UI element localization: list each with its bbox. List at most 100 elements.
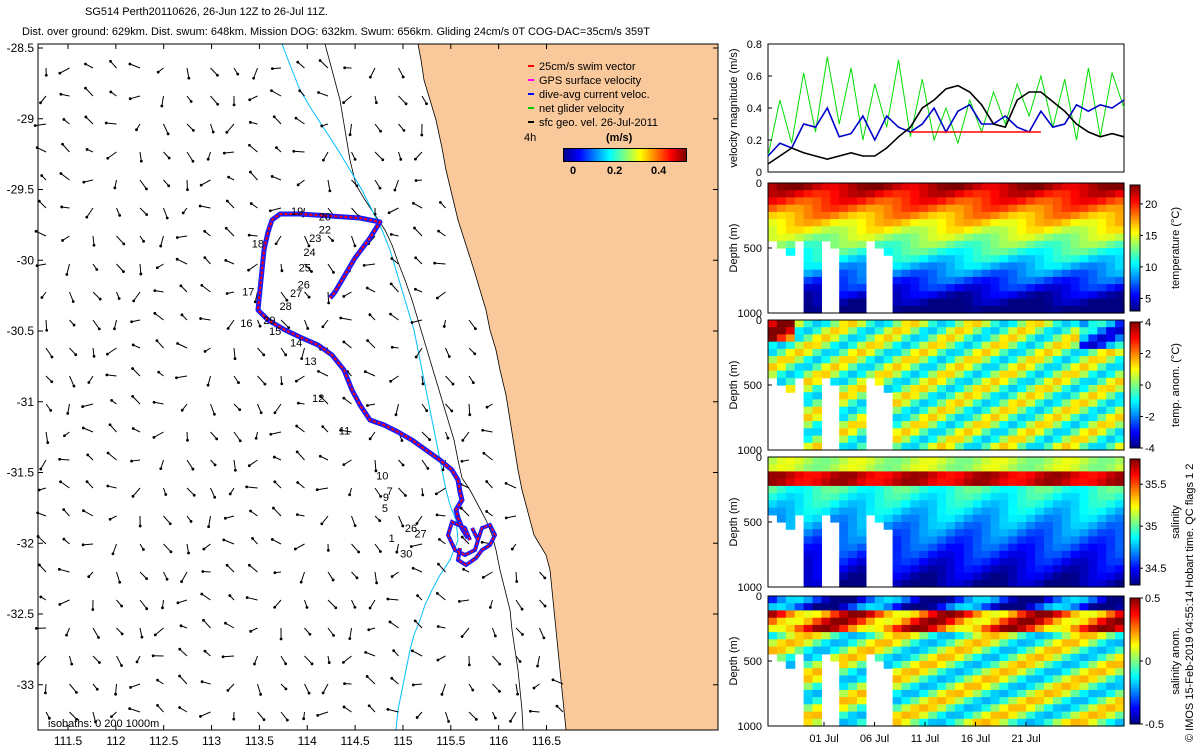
colorbar-tick-label: -2 [1145,412,1155,424]
heatmap-cell [910,565,920,574]
heatmap-cell [972,356,983,364]
current-arrow-head [145,213,149,217]
current-arrow-head [178,647,182,651]
heatmap-cell [883,240,894,249]
current-arrow-head [389,282,393,286]
heatmap-cell [1061,682,1072,691]
heatmap-cell [812,704,822,713]
current-arrow-head [263,382,267,386]
heatmap-cell [1043,558,1054,566]
current-arrow-head [543,576,547,580]
current-arrow-head [128,97,132,101]
heatmap-cell [1026,668,1036,676]
heatmap-cell [839,226,849,235]
heatmap-cell [1061,190,1072,198]
heatmap-cell [1079,320,1089,328]
heatmap-cell [865,320,876,328]
heatmap-cell [857,269,867,278]
heatmap-cell [901,428,911,437]
heatmap-cell [839,661,849,669]
heatmap-cell [946,529,956,537]
current-arrow-head [442,325,446,328]
heatmap-cell [830,363,840,372]
current-arrow-head [140,635,144,639]
heatmap-cell [1097,558,1107,566]
heatmap-cell [1052,406,1063,415]
heatmap-cell [928,406,938,415]
current-arrow-head [409,545,413,548]
heatmap-cell [954,291,965,300]
heatmap-cell [883,233,894,242]
heatmap-cell [919,377,929,386]
heatmap-cell [954,624,965,633]
current-arrow [460,483,470,489]
heatmap-cell [1097,197,1107,206]
heatmap-cell [812,385,822,393]
heatmap-cell [874,226,885,235]
heatmap-cell [919,248,929,256]
heatmap-cell [839,471,849,480]
heatmap-cell [1070,341,1081,350]
heatmap-cell [1035,632,1045,640]
heatmap-cell [839,711,849,720]
heatmap-cell [821,464,831,472]
map-frame [37,43,719,731]
heatmap-cell [963,305,974,314]
heatmap-cell [874,464,885,472]
current-arrow-head [216,73,219,77]
heatmap-cell [1043,661,1054,669]
heatmap-cell [963,291,974,300]
current-arrow-head [428,438,432,442]
heatmap-cell [865,327,876,335]
heatmap-cell [901,233,911,242]
heatmap-cell [1088,689,1098,698]
map-ticks: 111.5 112 112.5 113 113.5 114 114.5 115 115.5 116… [7,41,718,748]
heatmap-cell [928,356,938,364]
heatmap-cell [1035,572,1045,581]
heatmap-cell [1017,529,1027,537]
heatmap-cell [776,377,787,386]
heatmap-cell [1008,421,1018,429]
heatmap-cell [999,248,1009,256]
legend-label-net: net glider velocity [539,103,624,115]
heatmap-cell [946,363,956,372]
current-arrow-head [379,494,383,498]
heatmap-cell [919,639,929,648]
heatmap-cell [910,558,920,566]
heatmap-cell [990,305,1000,314]
heatmap-cell [919,697,929,705]
current-arrow [436,487,446,495]
heatmap-cell [874,348,885,357]
heatmap-cell [901,190,911,198]
current-arrow-head [189,520,193,523]
heatmap-cell [919,291,929,300]
heatmap-cell [1097,276,1107,285]
heatmap-cell [1106,464,1116,472]
heatmap-cell [1088,668,1098,676]
heatmap-cell [981,370,992,379]
heatmap-cell [1097,442,1107,451]
heatmap-cell [910,529,920,537]
heatmap-cell [972,639,983,648]
heatmap-cell [1017,248,1027,256]
heatmap-cell [892,183,903,191]
heatmap-cell [919,327,929,335]
current-arrow [200,179,211,186]
heatmap-cell [1026,370,1036,379]
heatmap-cell [990,514,1000,523]
heatmap-cell [1070,363,1081,372]
heatmap-cell [999,682,1009,691]
heatmap-cell [1017,697,1027,705]
current-arrow [274,403,282,414]
heatmap-cell [910,485,920,494]
track-day-label: 26 [405,523,417,535]
heatmap-cell [1017,240,1027,249]
current-arrow-head [471,688,475,692]
heatmap-cell [785,327,796,335]
heatmap-cell [1115,255,1125,263]
track-day-label: 20 [319,212,331,224]
current-arrow-head [421,382,425,386]
current-arrow-head [348,493,351,497]
current-arrow-head [145,607,149,611]
heatmap-cell [1106,442,1116,451]
